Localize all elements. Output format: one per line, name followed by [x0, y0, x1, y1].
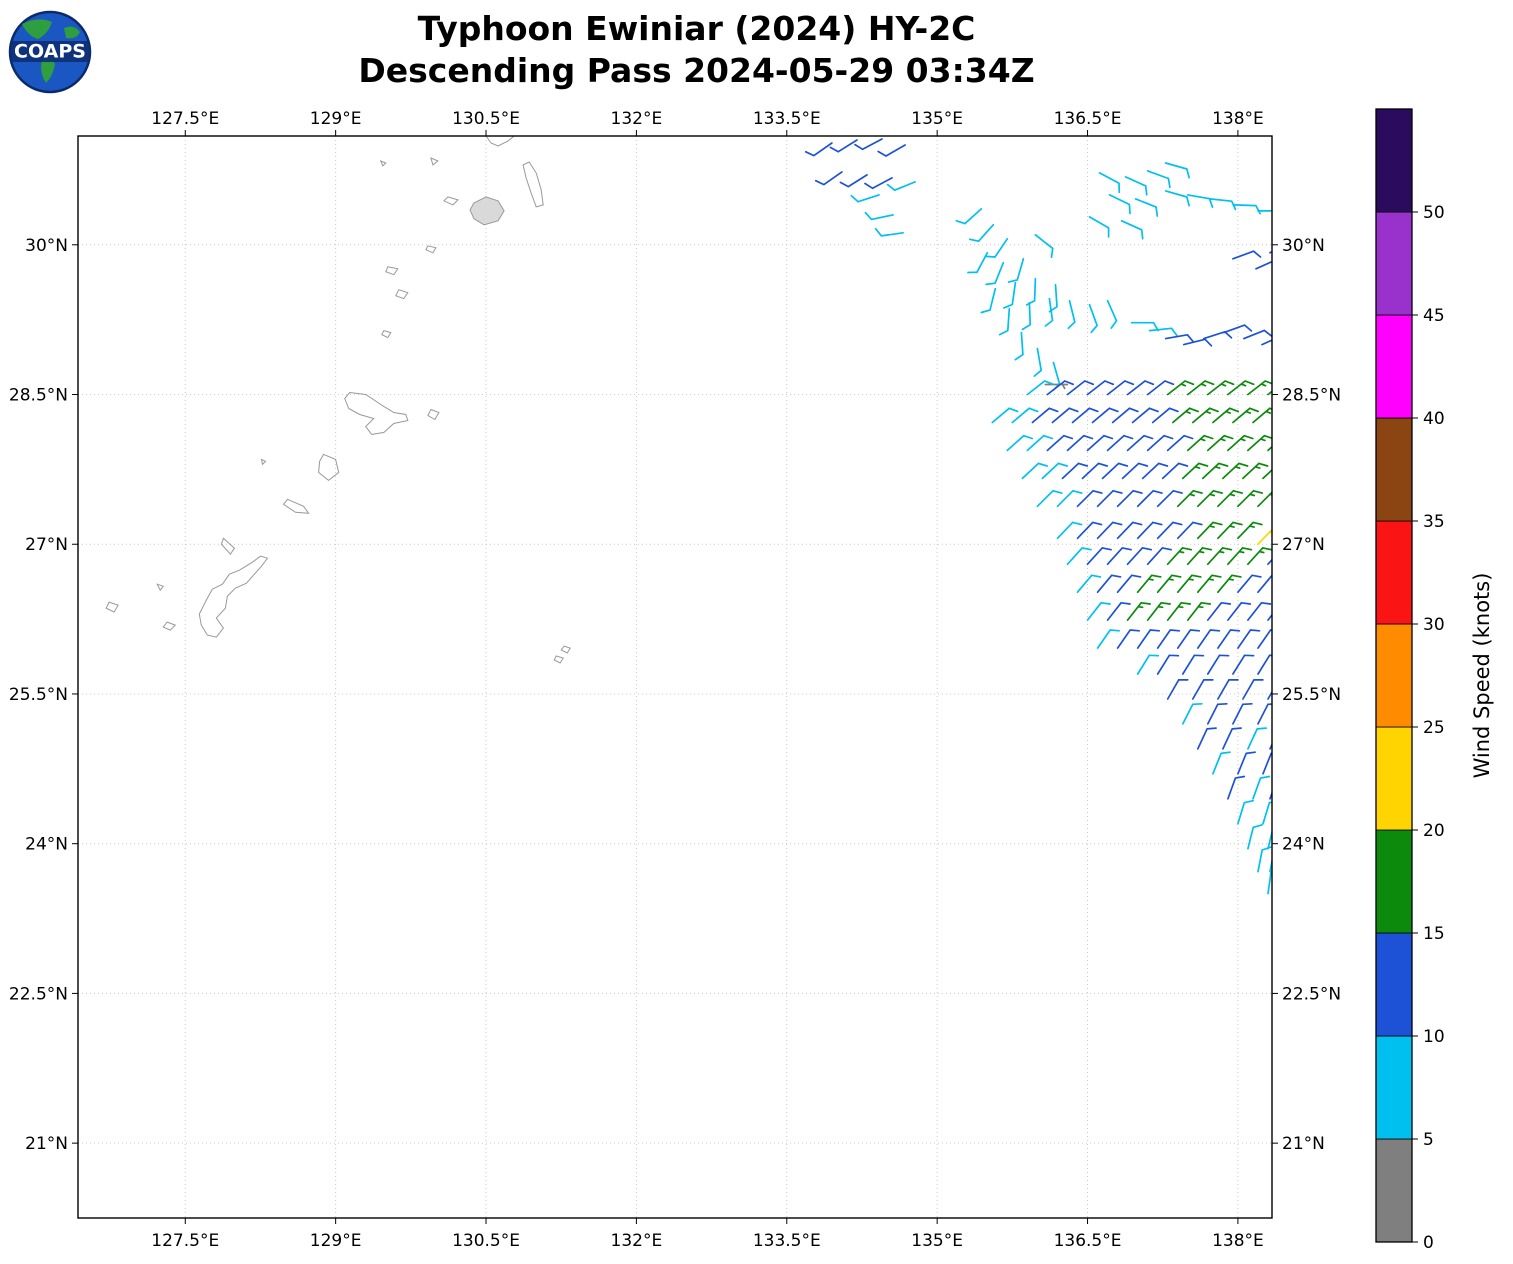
lat-tick-label: 27°N — [25, 535, 68, 555]
lat-tick-label: 28.5°N — [1282, 386, 1341, 406]
plot-title-line2: Descending Pass 2024-05-29 03:34Z — [358, 51, 1035, 91]
coast-tokunoshima — [318, 453, 340, 482]
coast-islet-north-1 — [379, 160, 387, 167]
lon-tick-label: 133.5°E — [753, 109, 821, 129]
coast-suwanosejima — [395, 289, 409, 300]
colorbar-tick-label: 15 — [1423, 924, 1445, 944]
lon-tick-label: 130.5°E — [452, 109, 520, 129]
coast-kuchinoshima — [425, 245, 437, 254]
lon-tick-label: 133.5°E — [753, 1231, 821, 1251]
colorbar-tick-label: 20 — [1423, 821, 1445, 841]
map-border — [77, 135, 1273, 1219]
colorbar-tick-label: 10 — [1423, 1027, 1445, 1047]
grid-lines — [78, 136, 1272, 1218]
lat-tick-label: 22.5°N — [1282, 984, 1341, 1004]
coast-okinawa — [198, 555, 269, 638]
coast-minamidaito — [553, 655, 564, 664]
lon-tick-label: 136.5°E — [1054, 1231, 1122, 1251]
plot-title-line1: Typhoon Ewiniar (2024) HY-2C — [417, 9, 976, 48]
lon-tick-label: 132°E — [611, 1231, 663, 1251]
lat-tick-label: 28.5°N — [9, 386, 68, 406]
colorbar: 0 5 10 15 20 25 30 35 40 45 50 Wind Speed (knots) — [1375, 108, 1494, 1253]
lat-tick-label: 25.5°N — [1282, 685, 1341, 705]
lon-tick-label: 132°E — [611, 109, 663, 129]
coast-islet-north-2 — [430, 157, 439, 166]
coast-nakanoshima — [385, 266, 399, 276]
lon-tick-label: 135°E — [911, 1231, 963, 1251]
colorbar-tick-label: 30 — [1423, 615, 1445, 635]
coast-cape-sata — [485, 136, 515, 147]
lat-tick-label: 30°N — [1282, 236, 1325, 256]
lon-tick-label: 127.5°E — [151, 1231, 219, 1251]
plot-title: Typhoon Ewiniar (2024) HY-2C Descending … — [0, 8, 1393, 92]
colorbar-tick-label: 40 — [1423, 409, 1445, 429]
lat-tick-label: 21°N — [1282, 1134, 1325, 1154]
coast-kerama — [162, 621, 177, 631]
lat-tick-label: 21°N — [25, 1134, 68, 1154]
coast-islet-mid — [260, 458, 267, 466]
colorbar-tick-label: 50 — [1423, 203, 1445, 223]
lat-tick-label: 22.5°N — [9, 984, 68, 1004]
lon-tick-label: 127.5°E — [151, 109, 219, 129]
lon-tick-label: 129°E — [310, 109, 362, 129]
colorbar-tick-labels: 0 5 10 15 20 25 30 35 40 45 50 — [1412, 203, 1445, 1253]
colorbar-tick-label: 5 — [1423, 1130, 1434, 1150]
coast-amami-oshima — [344, 391, 409, 435]
coast-kikaijima — [427, 408, 440, 421]
coaps-logo: COAPS — [8, 10, 92, 94]
coast-akusekijima — [381, 330, 392, 339]
coast-okinoerabujima — [282, 498, 310, 514]
lon-tick-label: 129°E — [310, 1231, 362, 1251]
coastlines — [105, 136, 571, 664]
lon-tick-label: 136.5°E — [1054, 109, 1122, 129]
axis-labels: 127.5°E 127.5°E 129°E 129°E 130.5°E 130.5°E 13… — [9, 109, 1341, 1251]
colorbar-axis-label: Wind Speed (knots) — [1470, 573, 1494, 779]
coast-iheya-izena — [220, 537, 236, 556]
coast-kitadaito — [560, 645, 571, 654]
coast-aguni — [156, 583, 165, 592]
wind-barbs — [804, 138, 1272, 895]
coast-yakushima — [469, 196, 505, 226]
colorbar-tick-label: 35 — [1423, 512, 1445, 532]
coast-tanegashima — [522, 161, 544, 208]
lon-tick-label: 138°E — [1212, 109, 1264, 129]
coast-kuchinoerabu — [443, 196, 459, 206]
coaps-logo-text: COAPS — [14, 41, 86, 63]
lat-tick-label: 30°N — [25, 236, 68, 256]
lat-tick-label: 25.5°N — [9, 685, 68, 705]
lat-tick-label: 27°N — [1282, 535, 1325, 555]
colorbar-tick-label: 45 — [1423, 306, 1445, 326]
colorbar-tick-label: 25 — [1423, 718, 1445, 738]
coaps-globe-icon: COAPS — [8, 10, 92, 94]
lon-tick-label: 130.5°E — [452, 1231, 520, 1251]
lon-tick-label: 138°E — [1212, 1231, 1264, 1251]
lon-tick-label: 135°E — [911, 109, 963, 129]
coast-kumejima — [105, 601, 119, 613]
lat-tick-label: 24°N — [1282, 835, 1325, 855]
lat-tick-label: 24°N — [25, 835, 68, 855]
colorbar-tick-label: 0 — [1423, 1233, 1434, 1253]
